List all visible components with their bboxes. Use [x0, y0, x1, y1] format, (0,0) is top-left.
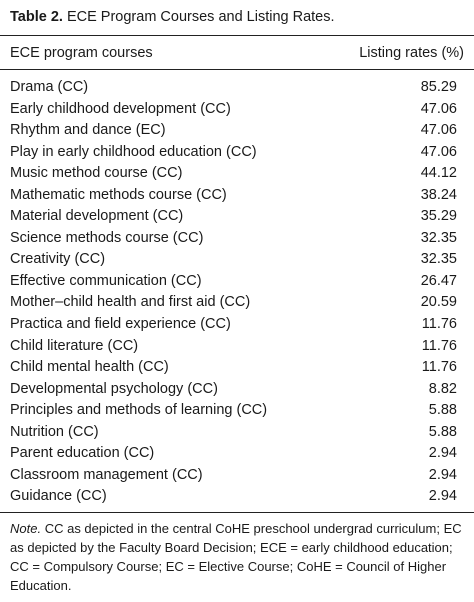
table-row: Creativity (CC) 32.35 — [10, 249, 457, 271]
listing-rate: 44.12 — [420, 165, 457, 182]
bottom-rule — [0, 512, 474, 513]
course-name: Nutrition (CC) — [10, 423, 99, 440]
table-row: Mathematic methods course (CC) 38.24 — [10, 185, 457, 207]
table-row: Guidance (CC) 2.94 — [10, 486, 457, 508]
table-header: ECE program courses Listing rates (%) — [10, 43, 464, 63]
table-row: Material development (CC) 35.29 — [10, 206, 457, 228]
table-row: Classroom management (CC) 2.94 — [10, 465, 457, 487]
listing-rate: 8.82 — [428, 380, 457, 397]
listing-rate: 20.59 — [420, 294, 457, 311]
listing-rate: 5.88 — [428, 423, 457, 440]
table-row: Practica and field experience (CC) 11.76 — [10, 314, 457, 336]
table-row: Mother–child health and first aid (CC) 20… — [10, 292, 457, 314]
top-rule — [0, 35, 474, 36]
listing-rate: 32.35 — [420, 251, 457, 268]
header-rate: Listing rates (%) — [359, 45, 464, 61]
table-row: Parent education (CC) 2.94 — [10, 443, 457, 465]
table-row: Nutrition (CC) 5.88 — [10, 422, 457, 444]
table-row: Developmental psychology (CC) 8.82 — [10, 379, 457, 401]
course-name: Science methods course (CC) — [10, 229, 204, 246]
table-row: Rhythm and dance (EC) 47.06 — [10, 120, 457, 142]
listing-rate: 2.94 — [428, 466, 457, 483]
listing-rate: 2.94 — [428, 445, 457, 462]
listing-rate: 26.47 — [420, 272, 457, 289]
listing-rate: 5.88 — [428, 402, 457, 419]
table-row: Child literature (CC) 11.76 — [10, 336, 457, 358]
course-name: Guidance (CC) — [10, 488, 107, 505]
table-caption-title: ECE Program Courses and Listing Rates. — [66, 9, 335, 25]
course-name: Effective communication (CC) — [10, 272, 202, 289]
course-name: Principles and methods of learning (CC) — [10, 402, 268, 419]
table-row: Drama (CC) 85.29 — [10, 77, 457, 99]
course-name: Classroom management (CC) — [10, 466, 203, 483]
table-note: Note. CC as depicted in the central CoHE… — [10, 519, 466, 595]
course-name: Mathematic methods course (CC) — [10, 186, 227, 203]
header-course: ECE program courses — [10, 45, 153, 61]
course-name: Early childhood development (CC) — [10, 100, 231, 117]
course-name: Practica and field experience (CC) — [10, 316, 231, 333]
course-name: Rhythm and dance (EC) — [10, 122, 166, 139]
table-row: Principles and methods of learning (CC) 5… — [10, 400, 457, 422]
table-caption-label: Table 2. — [10, 9, 63, 25]
listing-rate: 11.76 — [421, 316, 457, 333]
table-row: Science methods course (CC) 32.35 — [10, 228, 457, 250]
course-name: Mother–child health and first aid (CC) — [10, 294, 251, 311]
table-row: Child mental health (CC) 11.76 — [10, 357, 457, 379]
table-row: Music method course (CC) 44.12 — [10, 163, 457, 185]
table-row: Effective communication (CC) 26.47 — [10, 271, 457, 293]
listing-rate: 38.24 — [420, 186, 457, 203]
listing-rate: 11.76 — [421, 337, 457, 354]
table-caption: Table 2. ECE Program Courses and Listing… — [10, 8, 335, 26]
note-label: Note. — [10, 521, 42, 536]
course-name: Play in early childhood education (CC) — [10, 143, 257, 160]
course-name: Parent education (CC) — [10, 445, 155, 462]
table-body: Drama (CC) 85.29 Early childhood developme… — [10, 77, 457, 508]
course-name: Child literature (CC) — [10, 337, 139, 354]
listing-rate: 47.06 — [420, 122, 457, 139]
table-row: Early childhood development (CC) 47.06 — [10, 99, 457, 121]
header-rule — [0, 69, 474, 70]
listing-rate: 35.29 — [420, 208, 457, 225]
listing-rate: 85.29 — [420, 79, 457, 95]
listing-rate: 11.76 — [421, 359, 457, 376]
course-name: Drama (CC) — [10, 79, 89, 95]
listing-rate: 32.35 — [420, 229, 457, 246]
course-name: Music method course (CC) — [10, 165, 183, 182]
listing-rate: 47.06 — [420, 100, 457, 117]
course-name: Creativity (CC) — [10, 251, 106, 268]
table-row: Play in early childhood education (CC) 47… — [10, 142, 457, 164]
course-name: Material development (CC) — [10, 208, 184, 225]
note-text: CC as depicted in the central CoHE presc… — [10, 521, 462, 593]
listing-rate: 47.06 — [420, 143, 457, 160]
listing-rate: 2.94 — [428, 488, 457, 505]
course-name: Developmental psychology (CC) — [10, 380, 218, 397]
course-name: Child mental health (CC) — [10, 359, 169, 376]
